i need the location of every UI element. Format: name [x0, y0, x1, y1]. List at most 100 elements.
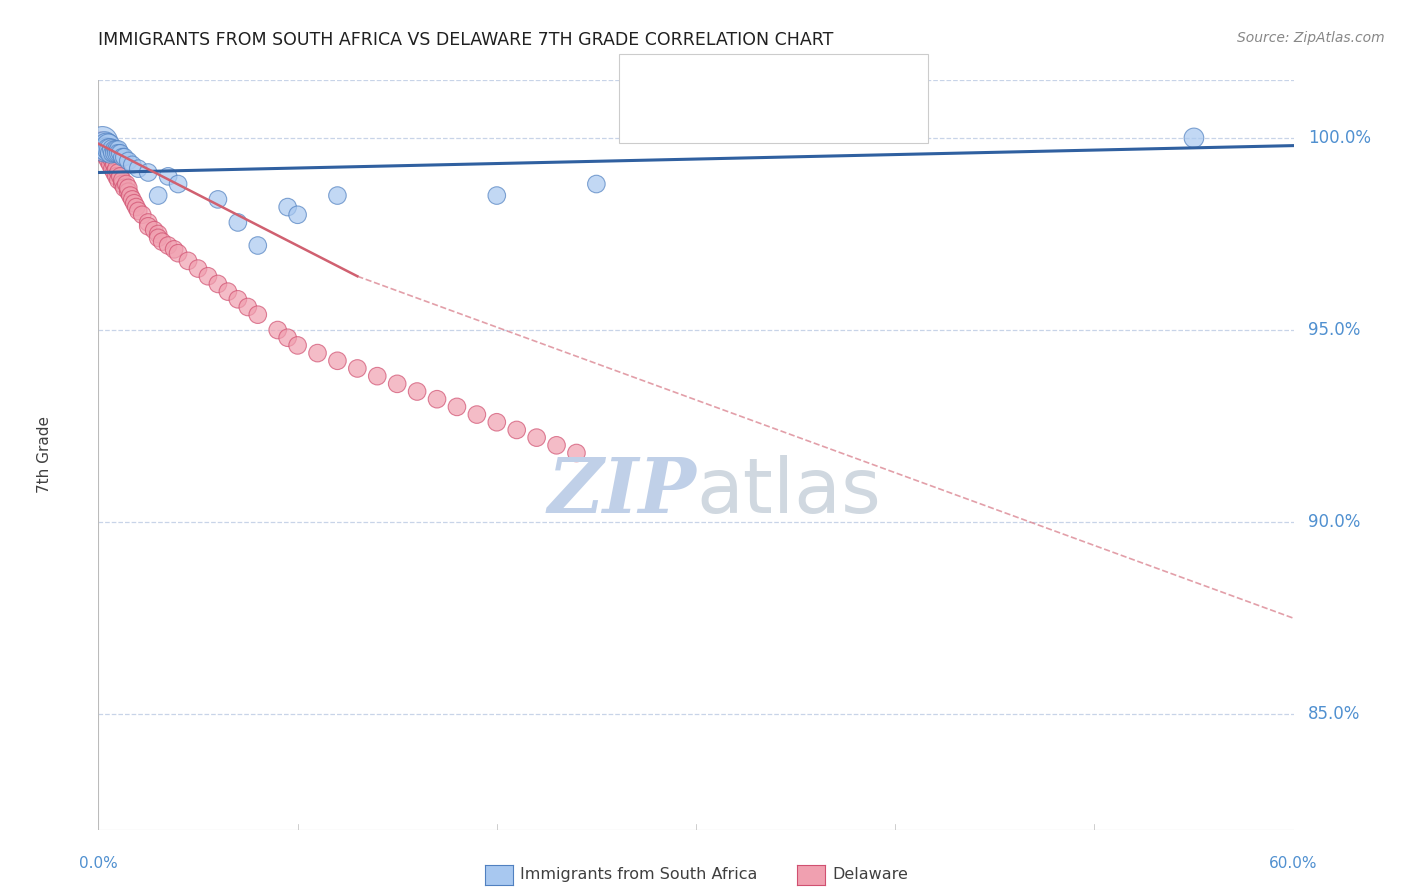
- Point: [277, 200, 299, 214]
- Point: [93, 138, 115, 153]
- Point: [112, 150, 135, 164]
- Text: 7th Grade: 7th Grade: [37, 417, 52, 493]
- Point: [207, 277, 229, 291]
- Point: [136, 215, 159, 229]
- Point: [277, 331, 299, 345]
- Point: [112, 181, 135, 195]
- Point: [127, 203, 149, 218]
- Point: [96, 138, 118, 153]
- Point: [121, 158, 143, 172]
- Point: [117, 153, 139, 168]
- Point: [115, 177, 138, 191]
- Point: [97, 143, 120, 157]
- Point: [565, 446, 588, 460]
- Point: [125, 200, 148, 214]
- Point: [103, 146, 125, 161]
- Point: [107, 143, 129, 157]
- Point: [91, 135, 114, 149]
- Point: [1182, 131, 1205, 145]
- Point: [148, 188, 170, 202]
- Point: [93, 143, 115, 157]
- Point: [96, 143, 118, 157]
- Point: [346, 361, 368, 376]
- Point: [485, 188, 508, 202]
- Point: [226, 293, 249, 307]
- Point: [326, 353, 349, 368]
- Point: [110, 169, 132, 184]
- Point: [167, 177, 190, 191]
- Point: [157, 238, 180, 252]
- Point: [585, 177, 607, 191]
- Point: [103, 143, 125, 157]
- Point: [105, 161, 128, 176]
- Point: [246, 308, 269, 322]
- Point: [91, 143, 114, 157]
- Point: [267, 323, 290, 337]
- Text: Delaware: Delaware: [832, 867, 908, 881]
- Text: 85.0%: 85.0%: [1308, 706, 1360, 723]
- Text: 95.0%: 95.0%: [1308, 321, 1360, 339]
- Point: [197, 269, 219, 284]
- Text: 0.0%: 0.0%: [79, 855, 118, 871]
- Point: [426, 392, 449, 407]
- Text: Source: ZipAtlas.com: Source: ZipAtlas.com: [1237, 31, 1385, 45]
- Point: [103, 165, 125, 179]
- Point: [91, 138, 114, 153]
- Point: [98, 143, 122, 157]
- Point: [97, 153, 120, 168]
- Text: 90.0%: 90.0%: [1308, 513, 1360, 531]
- Point: [107, 165, 129, 179]
- Point: [127, 161, 149, 176]
- Point: [105, 146, 128, 161]
- Text: ZIP: ZIP: [547, 456, 696, 529]
- Text: R = 0.403   N = 36: R = 0.403 N = 36: [665, 71, 817, 86]
- Point: [93, 143, 115, 157]
- Point: [148, 231, 170, 245]
- Text: 60.0%: 60.0%: [1270, 855, 1317, 871]
- Point: [177, 253, 200, 268]
- Point: [98, 146, 122, 161]
- Point: [97, 138, 120, 153]
- Point: [98, 158, 122, 172]
- Point: [157, 169, 180, 184]
- Point: [217, 285, 239, 299]
- Point: [110, 146, 132, 161]
- Point: [546, 438, 568, 452]
- Point: [124, 196, 146, 211]
- Point: [101, 146, 124, 161]
- Point: [485, 415, 508, 429]
- Point: [93, 146, 115, 161]
- Point: [287, 208, 309, 222]
- Point: [446, 400, 468, 414]
- Point: [307, 346, 329, 360]
- Point: [287, 338, 309, 352]
- Point: [101, 143, 124, 157]
- Point: [97, 146, 120, 161]
- Point: [131, 208, 153, 222]
- Point: [406, 384, 429, 399]
- Point: [111, 177, 134, 191]
- Point: [366, 369, 388, 384]
- Text: atlas: atlas: [696, 456, 880, 529]
- Point: [506, 423, 529, 437]
- Point: [105, 143, 128, 157]
- Point: [187, 261, 209, 276]
- Text: R = -0.152   N = 66: R = -0.152 N = 66: [665, 109, 823, 123]
- Point: [465, 408, 488, 422]
- Point: [111, 173, 134, 187]
- Point: [207, 193, 229, 207]
- Point: [167, 246, 190, 260]
- Point: [385, 376, 409, 391]
- Point: [103, 158, 125, 172]
- Point: [101, 161, 124, 176]
- Point: [96, 146, 118, 161]
- Point: [107, 173, 129, 187]
- Text: IMMIGRANTS FROM SOUTH AFRICA VS DELAWARE 7TH GRADE CORRELATION CHART: IMMIGRANTS FROM SOUTH AFRICA VS DELAWARE…: [98, 31, 834, 49]
- Text: 100.0%: 100.0%: [1308, 129, 1371, 147]
- Point: [111, 150, 134, 164]
- Point: [236, 300, 259, 314]
- Point: [117, 181, 139, 195]
- Point: [107, 146, 129, 161]
- Point: [326, 188, 349, 202]
- Point: [136, 219, 159, 234]
